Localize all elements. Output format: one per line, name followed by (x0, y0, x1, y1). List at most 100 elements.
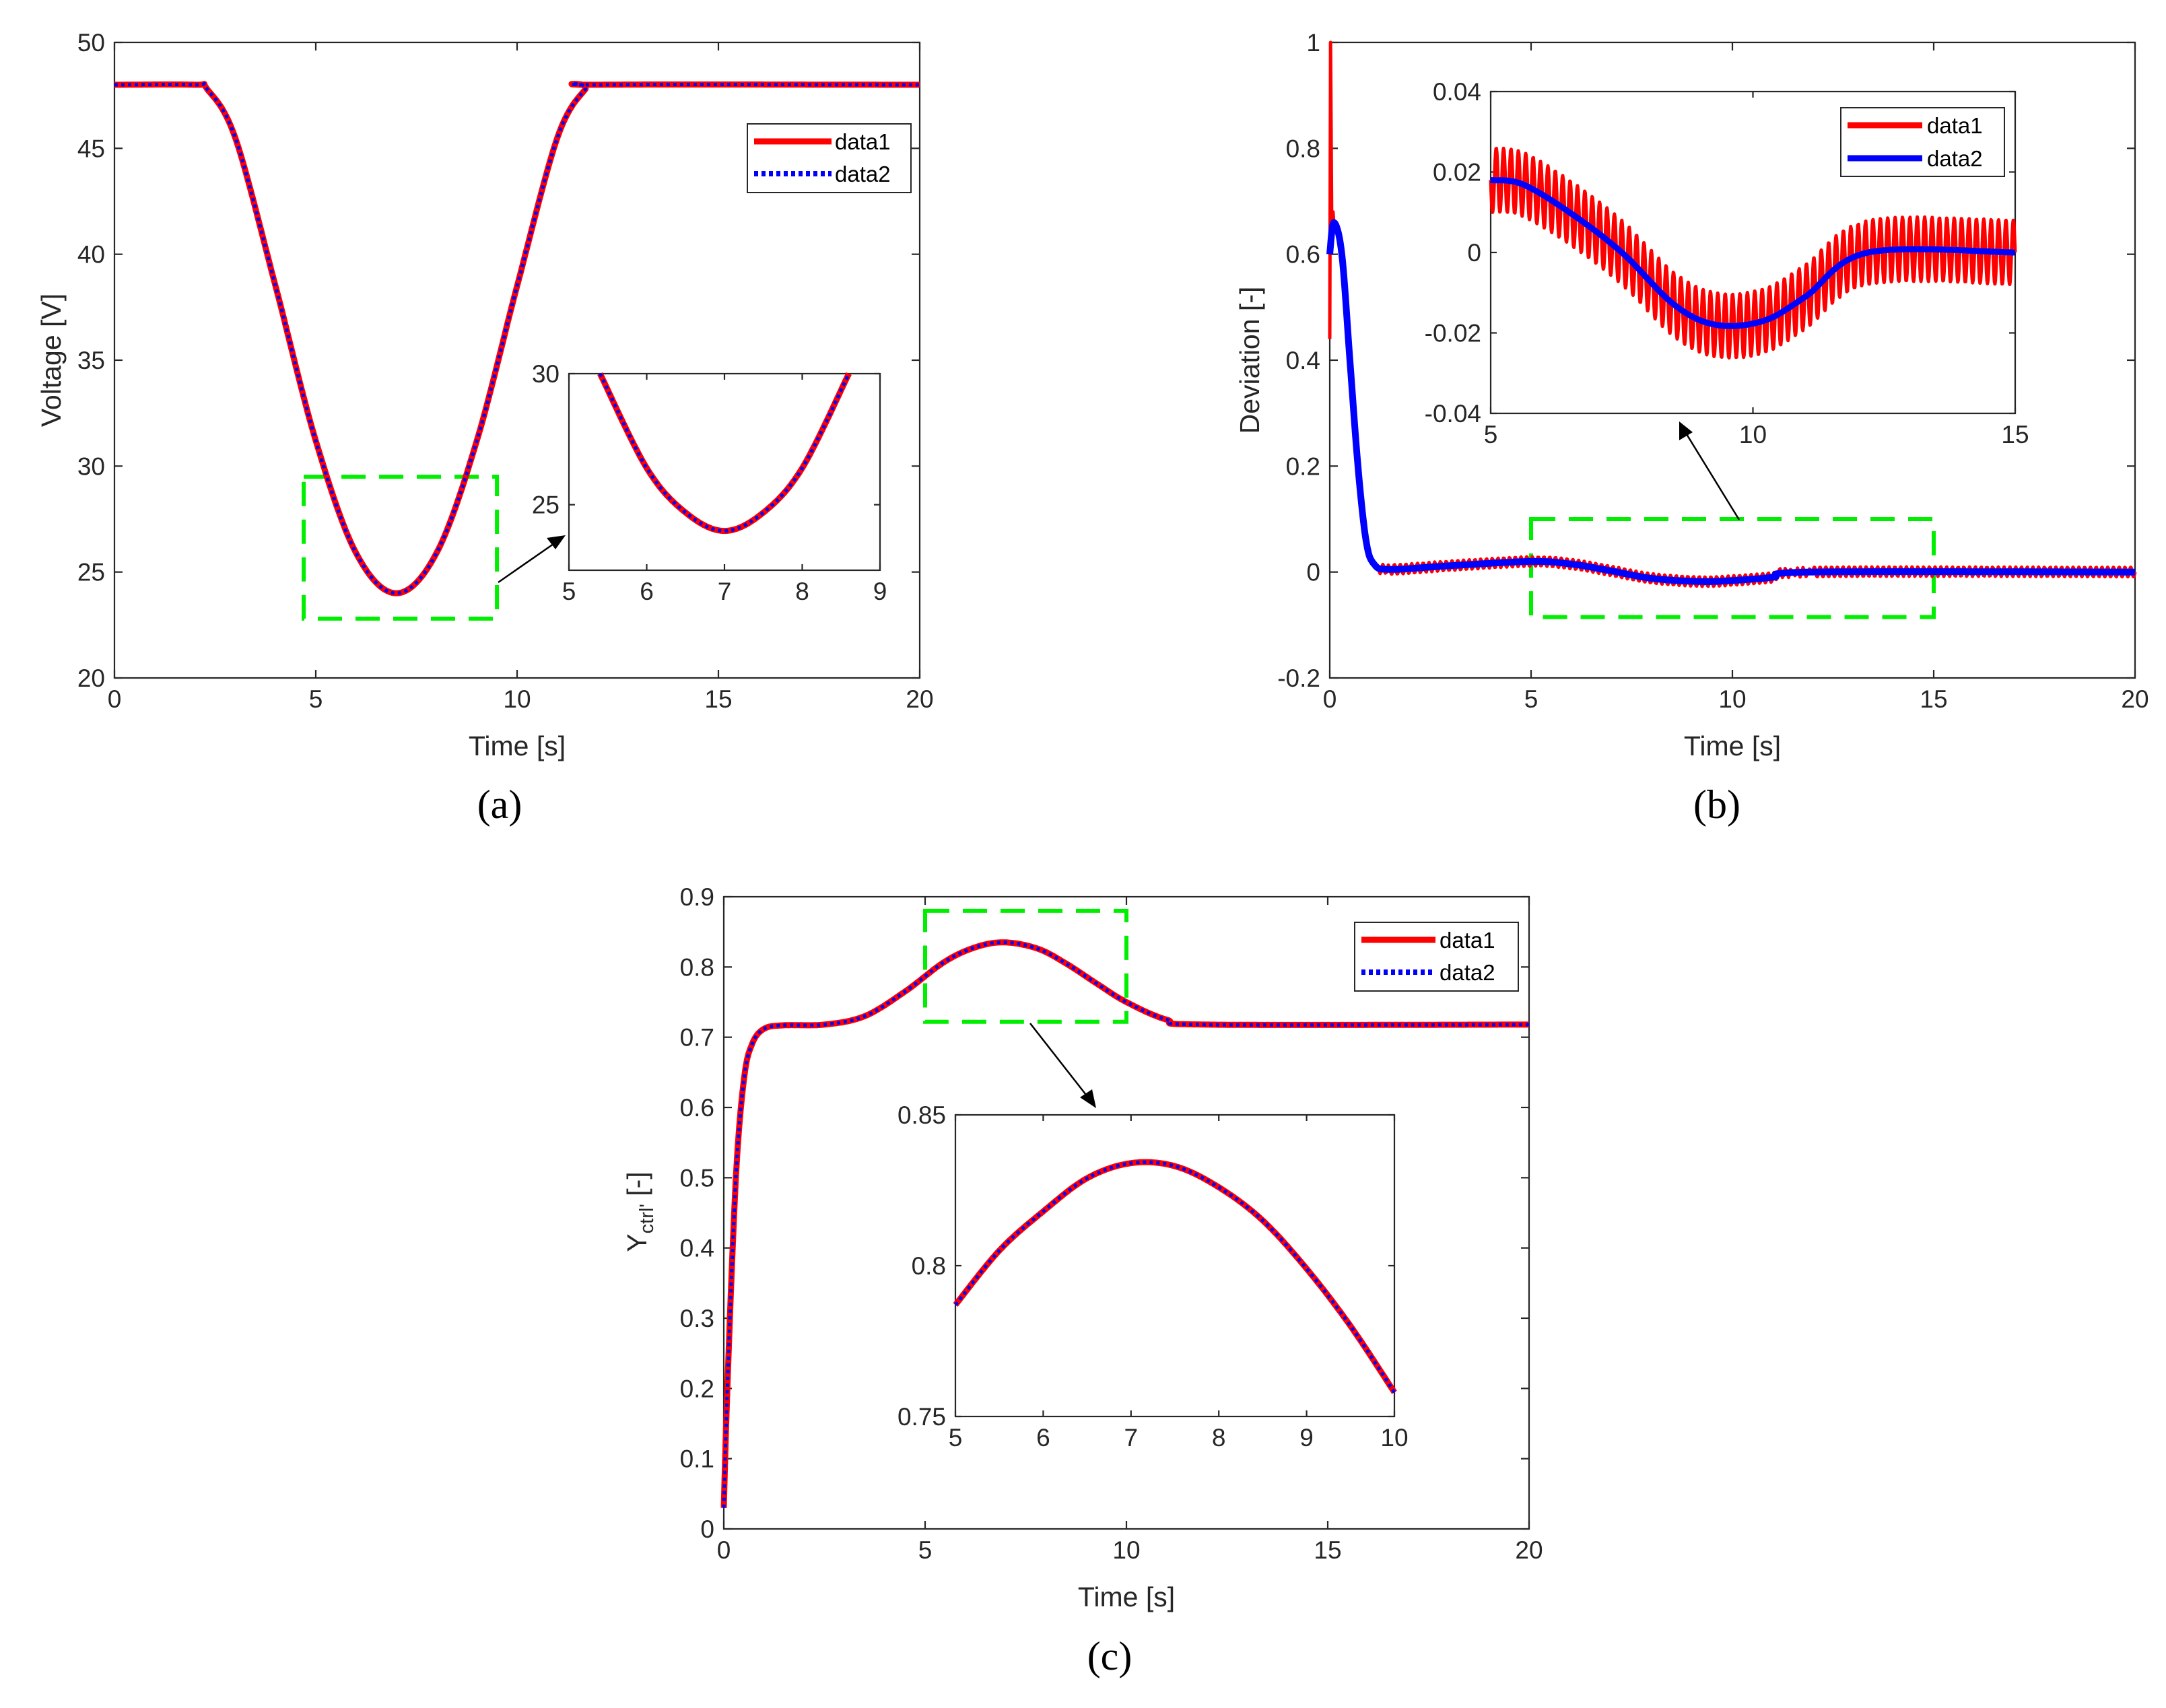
x-tick-label: 20 (906, 685, 933, 713)
chart-b-inset-series-data2 (1487, 177, 2019, 329)
x-tick-label: 15 (704, 685, 732, 713)
y-label-unit: [-] (621, 1171, 652, 1204)
chart-c-y-axis-label: Yctrl' [-] (621, 1171, 658, 1252)
y-tick-label: 25 (77, 559, 105, 586)
chart-b-zoom-arrowhead (1679, 421, 1693, 440)
y-tick-label: -0.2 (1277, 664, 1320, 692)
x-tick-label: 8 (1212, 1424, 1226, 1451)
y-tick-label: 0 (1306, 559, 1320, 586)
chart-a-series-data2 (114, 81, 920, 595)
chart-b: 0 5 10 15 20-0.200.20.40.60.81 Time [s] Devi… (1234, 29, 2149, 827)
chart-c-inset-tick-labels: 5 6 7 8 9 10 0.75 0.8 0.85 (898, 1101, 1409, 1451)
x-tick-label: 9 (1299, 1424, 1314, 1451)
x-tick-label: 0 (717, 1536, 731, 1564)
x-tick-label: 15 (1920, 685, 1947, 713)
x-tick-label: 10 (1380, 1424, 1408, 1451)
y-tick-label: 0.2 (680, 1375, 714, 1402)
chart-a-caption: (a) (477, 782, 522, 827)
chart-c-zoom-arrow (1029, 1023, 1089, 1098)
x-tick-label: 10 (1112, 1536, 1140, 1564)
chart-c-inset-series-data2 (954, 1160, 1396, 1394)
y-tick-label: 0.8 (912, 1252, 946, 1280)
chart-c-inset: 5 6 7 8 9 10 0.75 0.8 0.85 (898, 1101, 1409, 1451)
x-tick-label: 5 (309, 685, 323, 713)
x-tick-label: 5 (918, 1536, 933, 1564)
chart-b-inset-tick-labels: 5 10 15 -0.04 -0.02 0 0.02 0.04 (1425, 78, 2029, 448)
chart-a-tick-labels: 0 5 10 15 20 20 25 30 35 40 45 50 (77, 29, 934, 713)
chart-c-zoom-arrowhead (1080, 1089, 1096, 1108)
chart-a-inset-series-data2 (598, 372, 851, 533)
y-tick-label: 0 (700, 1515, 714, 1543)
y-tick-label: 20 (77, 664, 105, 692)
y-label-subscript: ctrl' (636, 1204, 658, 1233)
x-tick-label: 7 (1124, 1424, 1139, 1451)
y-tick-label: 0.3 (680, 1305, 714, 1332)
y-tick-label: 0.6 (1286, 241, 1320, 269)
chart-b-zoom-box (1529, 517, 1936, 619)
y-tick-label: 50 (77, 29, 105, 57)
chart-a-x-axis-label: Time [s] (469, 730, 566, 761)
y-tick-label: -0.02 (1425, 320, 1481, 347)
chart-a-ticks (113, 41, 921, 679)
x-tick-label: 10 (1739, 421, 1767, 448)
chart-b-series-data2 (1326, 219, 2138, 585)
chart-c-ticks (722, 895, 1530, 1530)
chart-a-zoom-arrow (498, 543, 554, 584)
legend-label-data1: data1 (835, 129, 891, 154)
chart-a-y-axis-label: Voltage [V] (36, 294, 67, 427)
chart-c-caption: (c) (1087, 1634, 1132, 1678)
chart-c-series-data1 (720, 939, 1532, 1508)
legend-label-data1: data1 (1440, 928, 1495, 953)
legend-label-data2: data2 (835, 162, 891, 186)
x-tick-label: 6 (640, 578, 654, 605)
y-tick-label: 0.1 (680, 1445, 714, 1473)
chart-a-zoom-box (302, 475, 500, 621)
x-tick-label: 5 (949, 1424, 963, 1451)
x-tick-label: 0 (108, 685, 122, 713)
y-tick-label: 25 (532, 491, 560, 519)
chart-b-tick-labels: 0 5 10 15 20-0.200.20.40.60.81 (1277, 29, 2148, 713)
chart-c-inset-plot-area (954, 1114, 1396, 1418)
chart-c-x-axis-label: Time [s] (1078, 1581, 1175, 1612)
x-tick-label: 6 (1036, 1424, 1050, 1451)
y-tick-label: 30 (77, 452, 105, 480)
chart-b-zoom-arrow (1685, 434, 1740, 520)
chart-a-inset-plot-area (568, 372, 881, 572)
y-tick-label: 30 (532, 360, 560, 388)
chart-a-zoom-arrowhead (547, 535, 566, 549)
x-tick-label: 7 (718, 578, 732, 605)
y-tick-label: 0.8 (1286, 135, 1320, 162)
y-tick-label: -0.04 (1425, 400, 1481, 428)
y-tick-label: 0.75 (898, 1403, 946, 1431)
y-tick-label: 0 (1467, 239, 1481, 267)
chart-a-inset-ticks (568, 372, 881, 570)
x-tick-label: 10 (503, 685, 531, 713)
chart-c-tick-labels: 0 5 10 15 20 0 0.1 0.2 0.3 0.4 0.5 0.6 0.7 0.8 0.9 (680, 883, 1543, 1564)
chart-b-inset-ticks (1489, 90, 2017, 415)
legend-label-data2: data2 (1440, 960, 1495, 985)
chart-a: 0 5 10 15 20 20 25 30 35 40 45 50 Time [s] Voltage … (36, 29, 934, 827)
x-tick-label: 15 (1314, 1536, 1341, 1564)
y-tick-label: 0.6 (680, 1094, 714, 1122)
x-tick-label: 15 (2001, 421, 2029, 448)
chart-c-inset-ticks (954, 1114, 1396, 1418)
x-tick-label: 20 (2121, 685, 2148, 713)
chart-b-inset: 5 10 15 -0.04 -0.02 0 0.02 0.04 data1 data2 (1425, 78, 2029, 448)
chart-a-inset: 5 6 7 8 9 25 30 (532, 360, 887, 605)
chart-c-zoom-box (923, 908, 1128, 1024)
y-tick-label: 0.5 (680, 1164, 714, 1192)
chart-b-caption: (b) (1693, 782, 1740, 827)
y-tick-label: 0.4 (1286, 347, 1320, 374)
x-tick-label: 8 (795, 578, 809, 605)
y-tick-label: 0.85 (898, 1101, 946, 1129)
x-tick-label: 20 (1515, 1536, 1543, 1564)
chart-c-legend: data1 data2 (1354, 922, 1519, 992)
chart-a-inset-tick-labels: 5 6 7 8 9 25 30 (532, 360, 887, 605)
y-tick-label: 0.04 (1433, 78, 1481, 106)
x-tick-label: 0 (1323, 685, 1337, 713)
chart-b-legend: data1 data2 (1840, 107, 2005, 177)
y-tick-label: 40 (77, 241, 105, 269)
y-tick-label: 0.7 (680, 1024, 714, 1052)
y-tick-label: 45 (77, 135, 105, 162)
